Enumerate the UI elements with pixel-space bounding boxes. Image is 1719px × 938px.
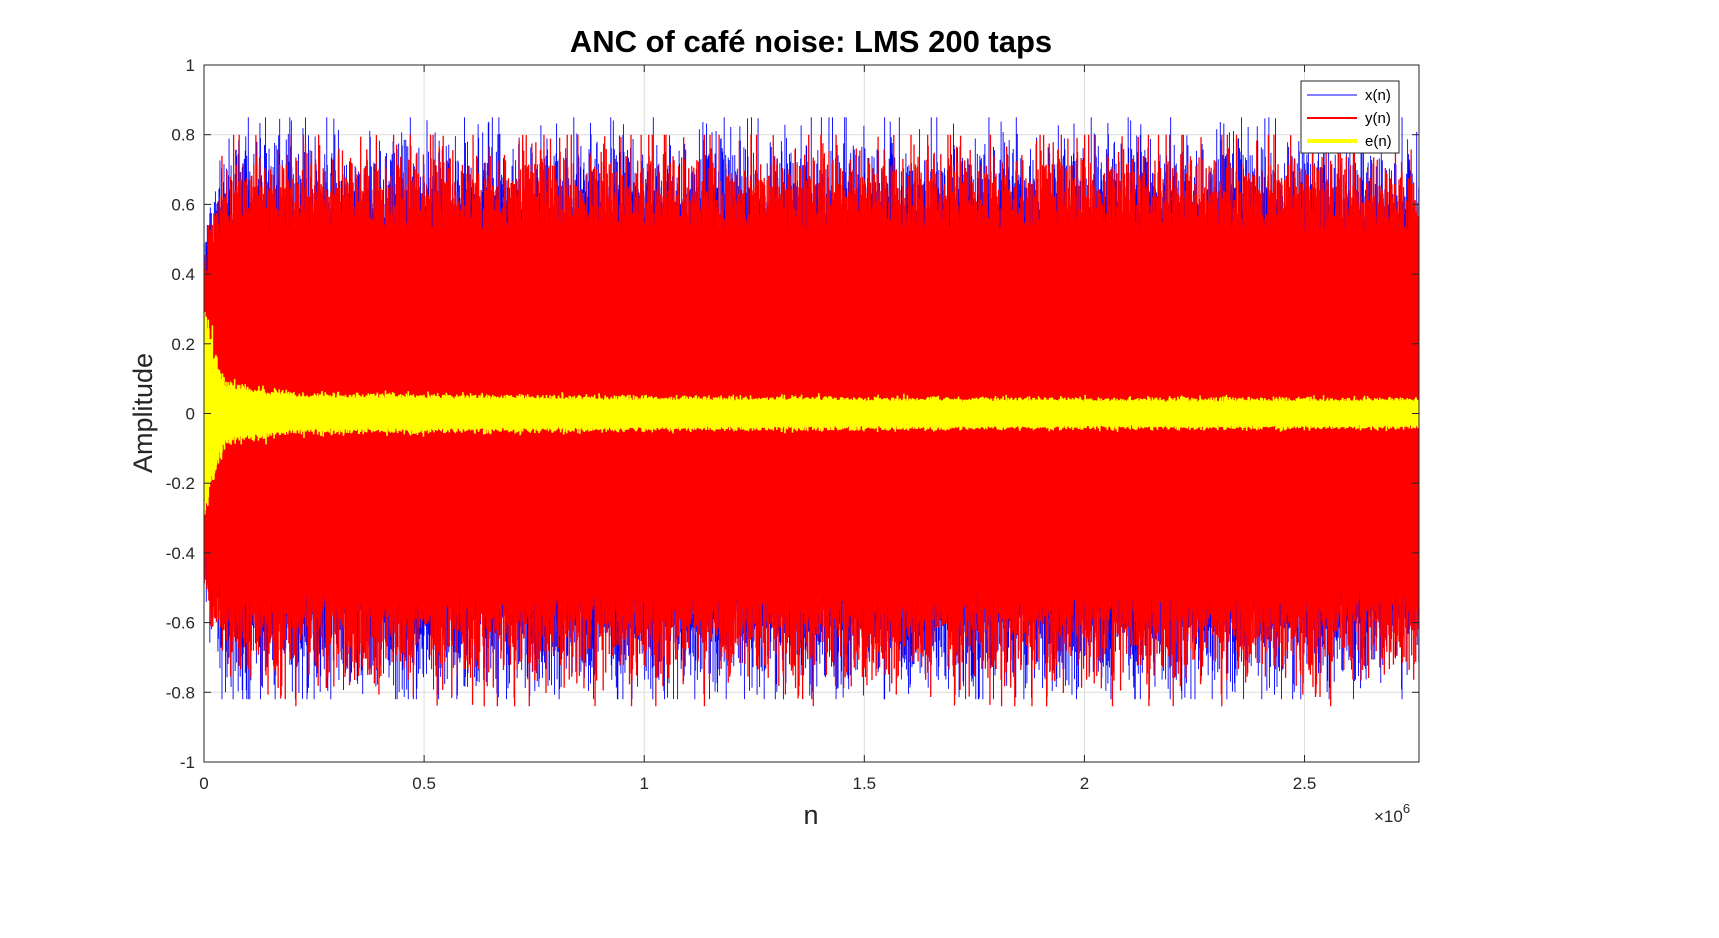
- x-exponent-label: ×106: [1374, 801, 1410, 826]
- y-tick-label: 0: [186, 405, 195, 424]
- x-exponent-power: 6: [1403, 801, 1410, 816]
- legend-label-y-n: y(n): [1365, 110, 1391, 127]
- y-tick-label: -0.8: [166, 683, 195, 702]
- x-axis-label: n: [803, 800, 818, 830]
- x-tick-label: 2: [1080, 774, 1089, 793]
- legend: x(n) y(n) e(n): [1300, 80, 1400, 154]
- x-tick-label: 0.5: [412, 774, 436, 793]
- x-tick-label: 1: [639, 774, 648, 793]
- y-tick-label: -0.6: [166, 614, 195, 633]
- legend-label-x-n: x(n): [1365, 87, 1391, 104]
- y-tick-label: -1: [180, 753, 195, 772]
- y-tick-label: 0.8: [171, 126, 195, 145]
- y-tick-label: -0.2: [166, 474, 195, 493]
- x-tick-label: 2.5: [1293, 774, 1317, 793]
- x-exponent-base: ×10: [1374, 807, 1403, 826]
- y-tick-label: -0.4: [166, 544, 195, 563]
- x-tick-label: 1.5: [853, 774, 877, 793]
- y-axis-label: Amplitude: [128, 353, 158, 473]
- x-axis-ticks: 0 0.5 1 1.5 2 2.5: [199, 65, 1316, 793]
- y-tick-label: 0.2: [171, 335, 195, 354]
- x-tick-label: 0: [199, 774, 208, 793]
- y-axis-ticks: -1 -0.8 -0.6 -0.4 -0.2 0 0.2 0.4 0.6 0.8 1: [166, 56, 1419, 772]
- legend-label-e-n: e(n): [1365, 133, 1392, 150]
- y-tick-label: 1: [186, 56, 195, 75]
- plot-area: [203, 117, 1420, 707]
- y-tick-label: 0.6: [171, 195, 195, 214]
- y-tick-label: 0.4: [171, 265, 195, 284]
- chart-title: ANC of café noise: LMS 200 taps: [570, 24, 1052, 59]
